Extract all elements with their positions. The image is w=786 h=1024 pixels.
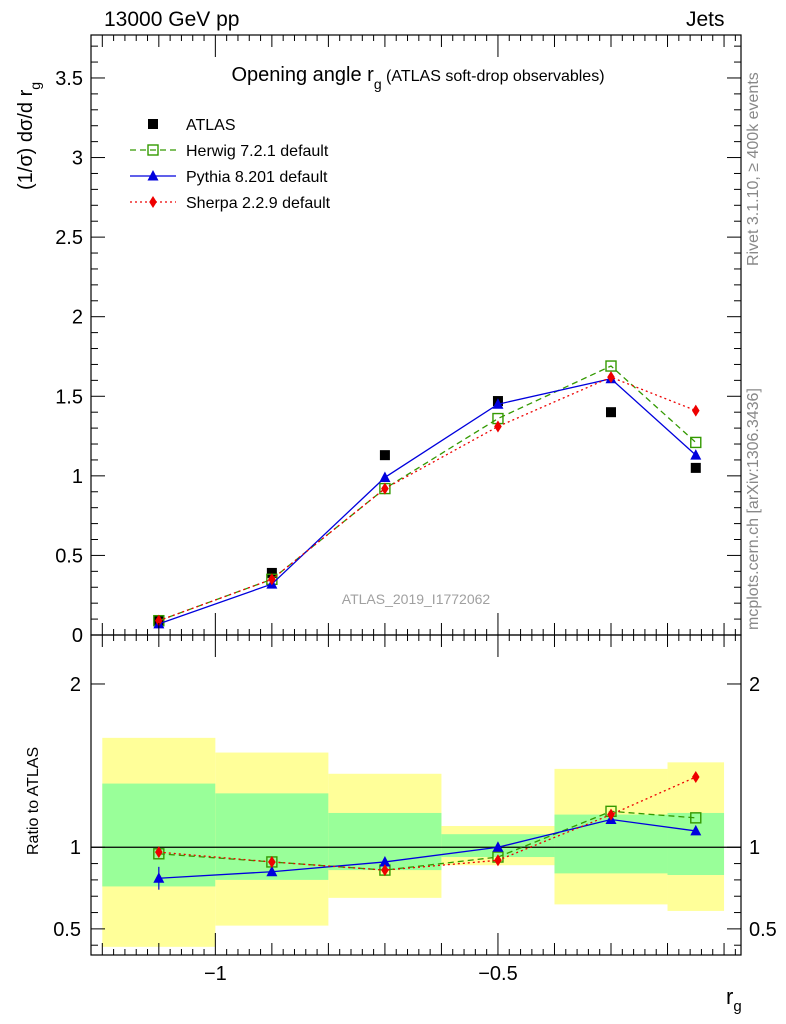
sherpa-point bbox=[381, 482, 389, 495]
pythia-line bbox=[158, 378, 697, 625]
y-tick-label: 1 bbox=[72, 466, 83, 488]
legend-label-atlas: ATLAS bbox=[186, 117, 236, 134]
pythia-ratio-point bbox=[690, 824, 702, 836]
pythia-ratio-point bbox=[153, 872, 165, 883]
x-tick-label: −1 bbox=[204, 963, 227, 985]
pythia-point bbox=[492, 398, 504, 409]
legend-marker-herwig bbox=[147, 144, 159, 156]
sherpa-ratio-point bbox=[381, 864, 389, 877]
ratio-tick-label-right: 0.5 bbox=[749, 919, 777, 941]
header-left: 13000 GeV pp bbox=[104, 8, 240, 31]
ratio-tick-label-right: 1 bbox=[749, 837, 760, 859]
y-tick-label: 1.5 bbox=[55, 386, 83, 408]
x-axis-label: rg bbox=[726, 984, 742, 1015]
y-tick-label: 0.5 bbox=[55, 545, 83, 567]
herwig-ratio-point bbox=[690, 812, 702, 824]
herwig-point bbox=[690, 436, 702, 449]
herwig-line bbox=[158, 365, 697, 622]
sherpa-ratio-point bbox=[494, 854, 502, 867]
header-right: Jets bbox=[686, 8, 725, 31]
main-panel-curves bbox=[153, 360, 702, 629]
pythia-ratio-point bbox=[379, 855, 391, 867]
ratio-tick-label-left: 2 bbox=[70, 674, 81, 696]
sherpa-point bbox=[607, 371, 615, 384]
y-tick-label: 3.5 bbox=[55, 68, 83, 90]
analysis-label: ATLAS_2019_I1772062 bbox=[342, 591, 491, 607]
panel-frames bbox=[90, 34, 742, 956]
ratio-panel-frame bbox=[90, 634, 742, 956]
axis-ticks: 0 0.5 1 1.5 2 2.5 3 3.5 −1 −0.5 0.5 0.5 1 1 2 2 bbox=[53, 35, 777, 985]
sherpa-point bbox=[268, 573, 276, 586]
chart-title: Opening angle rg (ATLAS soft-drop observ… bbox=[231, 64, 604, 92]
rivet-version-label: Rivet 3.1.10, ≥ 400k events bbox=[745, 72, 762, 266]
pythia-ratio-point bbox=[492, 841, 504, 852]
legend-label-sherpa: Sherpa 2.2.9 default bbox=[186, 195, 331, 212]
atlas-point bbox=[606, 407, 616, 418]
ratio-tick-label-right: 2 bbox=[749, 674, 760, 696]
atlas-point bbox=[266, 567, 277, 578]
herwig-point bbox=[605, 360, 617, 372]
sherpa-ratio-point bbox=[155, 846, 163, 859]
pythia-ratio-line bbox=[158, 818, 696, 879]
ratio-uncertainty-bands bbox=[102, 737, 725, 947]
ratio-y-axis-label: Ratio to ATLAS bbox=[25, 747, 42, 855]
legend-label-herwig: Herwig 7.2.1 default bbox=[186, 143, 329, 160]
sherpa-point bbox=[494, 420, 502, 433]
legend-label-pythia: Pythia 8.201 default bbox=[186, 169, 328, 186]
atlas-point bbox=[379, 450, 390, 461]
y-axis-label: (1/σ) dσ/d rg bbox=[15, 82, 43, 190]
pythia-point bbox=[379, 471, 391, 482]
y-tick-label: 2.5 bbox=[55, 227, 83, 249]
ratio-panel-curves bbox=[91, 771, 741, 890]
sherpa-ratio-point bbox=[691, 771, 700, 784]
herwig-ratio-line bbox=[158, 810, 696, 871]
sherpa-ratio-point bbox=[607, 808, 615, 821]
y-tick-label: 2 bbox=[72, 307, 83, 329]
atlas-point bbox=[690, 462, 701, 473]
sherpa-ratio-point bbox=[268, 855, 276, 868]
sherpa-point bbox=[155, 614, 163, 627]
ratio-tick-label-left: 0.5 bbox=[53, 919, 81, 941]
legend: ATLAS Herwig 7.2.1 default Pythia 8.201 de… bbox=[130, 117, 331, 212]
y-tick-label: 0 bbox=[72, 625, 83, 647]
sherpa-point bbox=[691, 404, 700, 417]
pythia-point bbox=[690, 449, 702, 460]
y-tick-label: 3 bbox=[72, 148, 83, 170]
legend-marker-sherpa bbox=[149, 196, 157, 208]
ratio-tick-label-left: 1 bbox=[70, 837, 81, 859]
pythia-ratio-point bbox=[266, 865, 278, 877]
x-tick-label: −0.5 bbox=[478, 963, 517, 985]
legend-marker-pythia bbox=[147, 170, 159, 181]
mcplots-label: mcplots.cern.ch [arXiv:1306.3436] bbox=[745, 388, 762, 630]
legend-marker-atlas bbox=[148, 119, 158, 129]
sherpa-line bbox=[158, 376, 697, 622]
